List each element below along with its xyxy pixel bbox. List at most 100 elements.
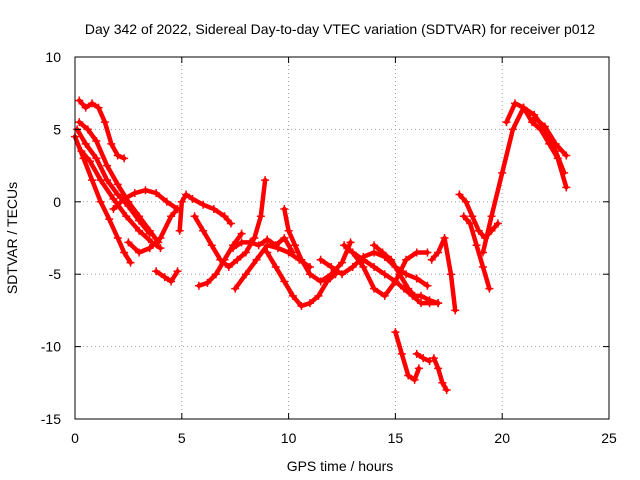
data-point-marker (190, 212, 199, 221)
data-point-marker (417, 291, 426, 300)
data-point-marker (120, 154, 129, 163)
y-tick-label: 0 (53, 194, 61, 210)
data-point-marker (94, 103, 103, 112)
data-point-marker (167, 277, 176, 286)
data-point-marker (414, 364, 423, 373)
data-point-marker (474, 226, 483, 235)
data-point-marker (562, 151, 571, 160)
data-point-marker (423, 248, 432, 257)
data-point-marker (412, 349, 421, 358)
series-arc-22 (429, 354, 451, 395)
data-point-marker (348, 262, 357, 271)
data-point-marker (113, 234, 122, 242)
data-point-marker (419, 354, 428, 363)
data-point-marker (338, 270, 346, 279)
data-point-marker (126, 258, 135, 267)
data-point-marker (280, 277, 289, 286)
series-line (232, 242, 313, 291)
data-point-marker (252, 255, 261, 264)
data-point-marker (553, 154, 562, 163)
data-point-marker (109, 205, 118, 214)
data-point-marker (446, 270, 455, 279)
data-point-marker (113, 190, 122, 199)
data-point-marker (359, 255, 368, 264)
data-point-marker (173, 267, 182, 276)
data-point-marker (152, 189, 161, 198)
data-point-marker (229, 244, 238, 253)
data-point-marker (83, 125, 92, 134)
series-arc-20 (391, 328, 423, 384)
data-point-marker (370, 284, 379, 293)
data-point-marker (254, 241, 263, 250)
data-point-marker (528, 118, 537, 127)
data-point-marker (412, 274, 421, 283)
data-point-marker (284, 226, 293, 235)
data-point-marker (478, 262, 487, 271)
series-line (431, 355, 449, 393)
x-tick-label: 10 (281, 430, 297, 446)
series-line (177, 192, 234, 234)
data-point-marker (130, 189, 139, 198)
data-point-marker (160, 273, 169, 282)
data-point-marker (246, 238, 255, 247)
x-tick-label: 25 (601, 430, 617, 446)
data-point-marker (316, 255, 325, 264)
data-point-marker (314, 291, 323, 300)
data-point-marker (402, 255, 411, 264)
data-point-marker (237, 238, 246, 247)
series-arc-1 (71, 132, 135, 267)
data-point-marker (327, 262, 336, 271)
y-tick-label: -10 (41, 339, 61, 355)
data-point-marker (103, 161, 112, 170)
plot-frame (74, 56, 610, 420)
tick-layer: 0 5 10 15 20 25 10 5 0 -5 -10 -15 (41, 49, 617, 446)
series-line (79, 148, 163, 251)
series-arc-6 (109, 186, 182, 214)
data-point-marker (498, 168, 507, 177)
data-point-marker (145, 226, 154, 235)
data-point-marker (122, 212, 131, 221)
y-tick-label: -5 (49, 266, 62, 282)
data-point-marker (427, 255, 436, 264)
data-point-marker (162, 197, 171, 206)
data-point-marker (135, 248, 144, 257)
series-arc-15 (280, 205, 355, 286)
y-axis-label: SDTVAR / TECUs (4, 182, 20, 294)
data-point-marker (391, 328, 400, 337)
data-point-marker (271, 262, 280, 271)
data-point-marker (107, 139, 116, 148)
series-arc-19 (370, 241, 443, 308)
data-point-marker (346, 238, 355, 247)
data-point-marker (425, 357, 434, 366)
data-point-marker (241, 270, 250, 279)
series-arc-9 (175, 190, 235, 235)
series-layer (71, 96, 571, 395)
series-arc-28 (530, 113, 571, 160)
x-axis-label: GPS time / hours (287, 458, 394, 474)
data-point-marker (397, 349, 406, 358)
data-point-marker (177, 197, 186, 206)
data-point-marker (461, 197, 470, 206)
data-point-marker (233, 255, 242, 264)
data-point-marker (220, 212, 229, 221)
data-point-marker (425, 296, 434, 305)
x-tick-label: 20 (494, 430, 510, 446)
series-arc-5 (77, 147, 165, 253)
data-point-marker (263, 235, 272, 244)
data-point-marker (113, 151, 122, 160)
data-point-marker (395, 270, 404, 279)
series-line (74, 127, 153, 236)
series-line (126, 206, 180, 255)
y-tick-label: 5 (53, 121, 61, 137)
data-point-marker (487, 212, 496, 221)
data-point-marker (387, 255, 396, 264)
data-point-marker (77, 147, 86, 156)
data-point-marker (370, 262, 379, 271)
data-point-marker (297, 255, 306, 264)
series-line (192, 177, 268, 270)
data-point-marker (199, 200, 208, 209)
data-point-marker (459, 212, 468, 221)
data-point-marker (485, 284, 494, 293)
data-point-marker (280, 205, 289, 214)
data-point-marker (291, 241, 300, 250)
